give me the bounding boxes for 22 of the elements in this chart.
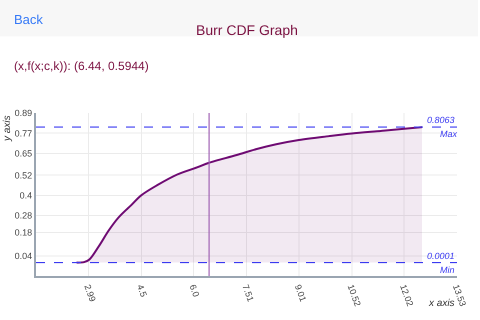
y-axis-title: y axis bbox=[2, 115, 13, 142]
y-tick-label: 0.28 bbox=[14, 210, 32, 221]
x-axis-title: x axis bbox=[428, 298, 455, 309]
x-tick-label: 10.52 bbox=[346, 283, 363, 308]
x-tick-label: 9.01 bbox=[292, 283, 308, 303]
ref-line-label: 0.0001 Min bbox=[427, 251, 455, 275]
text: (x,f(x;c,k)): (6.44, 0.5944) bbox=[14, 59, 149, 73]
text: Back bbox=[14, 12, 44, 27]
x-tick-label: 12.02 bbox=[398, 283, 416, 308]
y-tick-label: 0.4 bbox=[20, 190, 32, 200]
ref-line-label: 0.8063 Max bbox=[427, 115, 458, 139]
x-tick-label: 6.0 bbox=[188, 283, 202, 298]
x-tick-label: 7.51 bbox=[240, 283, 256, 303]
x-tick-label: 4.5 bbox=[135, 283, 149, 298]
y-tick-label: 0.89 bbox=[14, 108, 32, 118]
y-tick-label: 0.18 bbox=[14, 227, 32, 238]
x-tick-label: 2.99 bbox=[82, 283, 98, 303]
y-tick-label: 0.04 bbox=[14, 250, 32, 261]
y-tick-label: 0.77 bbox=[14, 128, 32, 138]
chart-title: Burr CDF Graph bbox=[196, 22, 298, 38]
y-tick-label: 0.65 bbox=[14, 148, 32, 158]
y-tick-label: 0.52 bbox=[14, 170, 32, 180]
